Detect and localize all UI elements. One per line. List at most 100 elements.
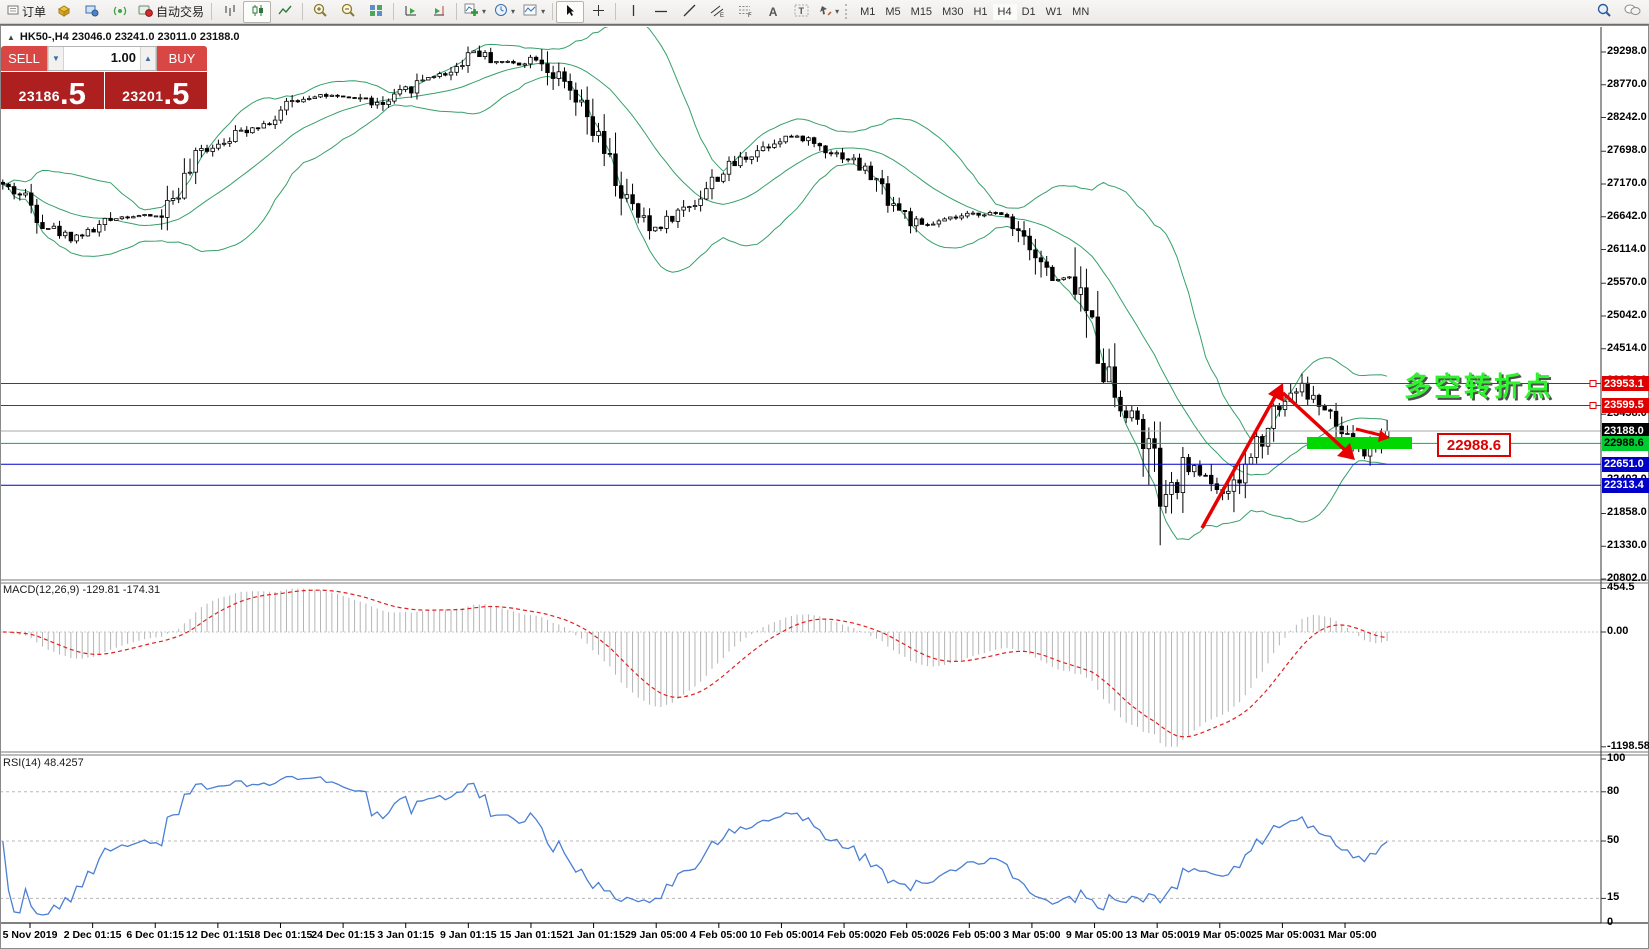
time-axis-label: 15 Jan 01:15	[499, 929, 563, 941]
zoom-out-icon	[341, 3, 356, 20]
bar-chart-button[interactable]	[215, 1, 243, 23]
vertical-line-tool-button[interactable]	[619, 1, 647, 23]
indicators-button[interactable]: ▾	[460, 1, 490, 23]
channel-tool-button[interactable]: E	[703, 1, 731, 23]
search-icon	[1597, 3, 1612, 20]
buy-price-box[interactable]: 23201 .5	[104, 72, 207, 109]
toolbar-separator	[615, 3, 617, 20]
rsi-tick: 15	[1607, 891, 1620, 904]
timeframe-h4[interactable]: H4	[992, 3, 1017, 20]
toolbar-separator	[456, 3, 458, 20]
buy-button[interactable]: BUY	[157, 46, 207, 71]
market-watch-button[interactable]	[50, 1, 78, 23]
time-axis-label: 25 Mar 05:00	[1250, 929, 1314, 941]
tile-windows-button[interactable]	[362, 1, 390, 23]
line-chart-button[interactable]	[271, 1, 299, 23]
time-axis-label: 26 Feb 05:00	[937, 929, 1001, 941]
candlestick-chart-icon	[251, 4, 264, 20]
fibonacci-tool-button[interactable]: F	[731, 1, 759, 23]
new-order-label: 订单	[22, 5, 47, 19]
tile-windows-icon	[369, 4, 383, 20]
candlestick-chart-button[interactable]	[243, 0, 272, 23]
dropdown-arrow-icon: ▾	[541, 7, 546, 16]
horizontal-line-icon	[654, 5, 668, 19]
time-axis-label: 9 Mar 05:00	[1065, 929, 1124, 941]
one-click-trading-panel: SELL ▼ 1.00 ▲ BUY 23186 .5 23201 .5	[1, 46, 207, 109]
line-chart-icon	[278, 4, 292, 20]
level-price-label: 23953.1	[1602, 376, 1649, 392]
chat-button[interactable]	[1618, 1, 1646, 23]
autotrade-button[interactable]: 自动交易	[134, 1, 208, 23]
bar-chart-icon	[223, 4, 236, 20]
time-axis-label: 31 Mar 05:00	[1313, 929, 1377, 941]
price-tick: 29298.0	[1607, 45, 1647, 57]
macd-tick: 454.5	[1607, 581, 1635, 594]
timeframe-m15[interactable]: M15	[910, 5, 933, 18]
auto-scroll-button[interactable]	[397, 1, 425, 23]
autotrade-icon	[138, 4, 153, 20]
price-tick: 26114.0	[1607, 242, 1647, 255]
market-watch-icon	[57, 4, 71, 20]
chart-window[interactable]: ▲ HK50-,H4 23046.0 23241.0 23011.0 23188…	[0, 24, 1649, 949]
price-tick: 21330.0	[1607, 539, 1647, 552]
indicators-icon	[464, 3, 479, 20]
text-tool-button[interactable]: A	[759, 1, 787, 23]
arrows-tool-button[interactable]: ▾	[815, 1, 843, 23]
level-price-label: 22651.0	[1602, 456, 1649, 472]
toolbar-separator	[302, 3, 304, 20]
timeframe-m30[interactable]: M30	[942, 5, 964, 18]
chart-canvas[interactable]	[0, 25, 1649, 949]
rsi-tick: 0	[1607, 916, 1614, 928]
chart-shift-button[interactable]	[425, 1, 453, 23]
timeframe-d1[interactable]: D1	[1021, 5, 1036, 18]
time-axis-label: 3 Mar 05:00	[1003, 929, 1061, 941]
zoom-out-button[interactable]	[334, 1, 362, 23]
rsi-label: RSI(14) 48.4257	[3, 757, 84, 769]
templates-button[interactable]: ▾	[519, 1, 549, 23]
periods-button[interactable]: ▾	[490, 1, 519, 23]
one-click-toggle-icon[interactable]: ▲	[7, 32, 15, 42]
timeframe-mn[interactable]: MN	[1072, 5, 1090, 18]
time-axis-label: 3 Jan 01:15	[377, 929, 435, 941]
toolbar-drag-handle[interactable]	[845, 4, 851, 19]
timeframe-m5[interactable]: M5	[885, 5, 901, 18]
price-tick: 28770.0	[1607, 77, 1647, 90]
cursor-tool-button[interactable]	[556, 0, 585, 23]
dropdown-arrow-icon: ▾	[511, 7, 516, 16]
volume-increase-button[interactable]: ▲	[140, 47, 156, 70]
search-button[interactable]	[1590, 1, 1618, 23]
dropdown-arrow-icon: ▾	[482, 7, 487, 16]
buy-price-main: 23201	[122, 88, 164, 104]
navigator-button[interactable]	[78, 1, 106, 23]
crosshair-icon	[592, 4, 605, 20]
time-axis-label: 9 Jan 01:15	[440, 929, 497, 941]
timeframe-m1[interactable]: M1	[860, 5, 876, 18]
level-price-label: 23599.5	[1602, 397, 1649, 413]
svg-text:E: E	[720, 13, 724, 17]
trendline-icon	[683, 4, 696, 20]
volume-input[interactable]: 1.00	[110, 50, 136, 65]
time-axis-label: 18 Dec 01:15	[248, 929, 313, 941]
autotrade-label: 自动交易	[156, 5, 205, 19]
toolbar-separator	[393, 3, 395, 20]
sell-button[interactable]: SELL	[1, 46, 47, 71]
zoom-in-button[interactable]	[306, 1, 334, 23]
sell-price-box[interactable]: 23186 .5	[1, 72, 104, 109]
new-order-button[interactable]: 订单	[3, 1, 50, 23]
timeframe-w1[interactable]: W1	[1045, 5, 1063, 18]
signal-icon	[113, 4, 127, 20]
label-tool-button[interactable]: T	[787, 1, 815, 23]
trendline-tool-button[interactable]	[675, 1, 703, 23]
time-axis-label: 10 Feb 05:00	[749, 929, 813, 941]
signal-button[interactable]	[106, 1, 134, 23]
timeframe-h1[interactable]: H1	[973, 5, 988, 18]
price-callout-box: 22988.6	[1437, 433, 1511, 457]
symbol-ohlc-label: ▲ HK50-,H4 23046.0 23241.0 23011.0 23188…	[7, 31, 240, 43]
volume-decrease-button[interactable]: ▼	[48, 47, 64, 70]
time-axis-label: 14 Feb 05:00	[812, 929, 876, 941]
top-toolbar: 订单 自动交易	[0, 0, 1649, 24]
clock-icon	[494, 3, 508, 20]
crosshair-tool-button[interactable]	[584, 1, 612, 23]
dropdown-arrow-icon: ▾	[835, 7, 840, 16]
horizontal-line-tool-button[interactable]	[647, 1, 675, 23]
